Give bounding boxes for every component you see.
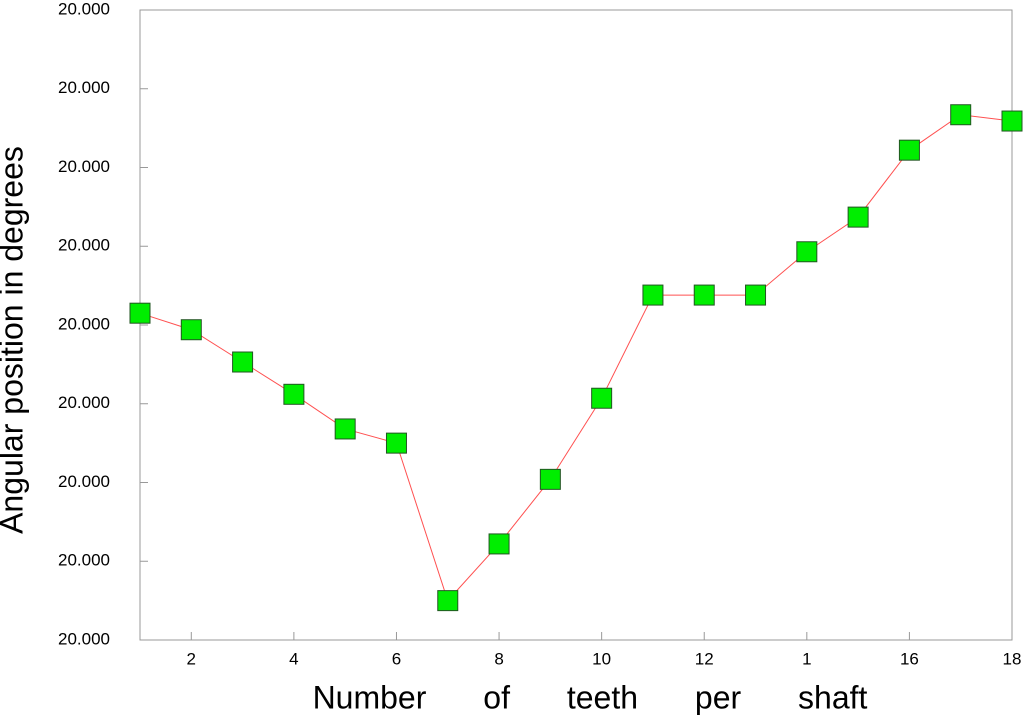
x-tick-label: 6 bbox=[392, 649, 401, 668]
y-tick-label: 20.000 bbox=[58, 393, 110, 412]
y-axis-label: Angular position in degrees bbox=[0, 146, 29, 534]
data-point bbox=[745, 284, 767, 306]
y-tick-label: 20.000 bbox=[58, 236, 110, 255]
data-point bbox=[334, 418, 356, 440]
x-tick-label: 10 bbox=[592, 649, 611, 668]
x-tick-label: 8 bbox=[494, 649, 503, 668]
data-point bbox=[283, 383, 305, 405]
data-point bbox=[847, 206, 869, 228]
plot-frame bbox=[139, 9, 1013, 641]
x-tick-label: 1 bbox=[802, 649, 811, 668]
y-tick-label: 20.000 bbox=[58, 551, 110, 570]
y-tick-label: 20.000 bbox=[58, 472, 110, 491]
data-point bbox=[642, 284, 664, 306]
data-point bbox=[129, 302, 151, 324]
data-point bbox=[898, 139, 920, 161]
data-point bbox=[1001, 110, 1023, 132]
x-tick-label: 2 bbox=[187, 649, 196, 668]
data-point bbox=[232, 351, 254, 373]
data-point bbox=[693, 284, 715, 306]
data-point bbox=[437, 590, 459, 612]
x-tick-label: 16 bbox=[900, 649, 919, 668]
y-tick-label: 20.000 bbox=[58, 0, 110, 18]
data-point bbox=[488, 533, 510, 555]
data-point bbox=[385, 432, 407, 454]
x-tick-label: 12 bbox=[695, 649, 714, 668]
y-tick-label: 20.000 bbox=[58, 629, 110, 648]
x-axis-label: Number of teeth per shaft bbox=[313, 679, 868, 715]
data-point bbox=[950, 104, 972, 126]
y-tick-label: 20.000 bbox=[58, 78, 110, 97]
data-point bbox=[180, 319, 202, 341]
x-tick-label: 18 bbox=[1003, 649, 1022, 668]
x-tick-label: 4 bbox=[289, 649, 298, 668]
data-point bbox=[539, 468, 561, 490]
series-line bbox=[139, 114, 1013, 602]
y-tick-label: 20.000 bbox=[58, 314, 110, 333]
y-tick-label: 20.000 bbox=[58, 157, 110, 176]
data-point bbox=[591, 387, 613, 409]
data-point bbox=[796, 241, 818, 263]
